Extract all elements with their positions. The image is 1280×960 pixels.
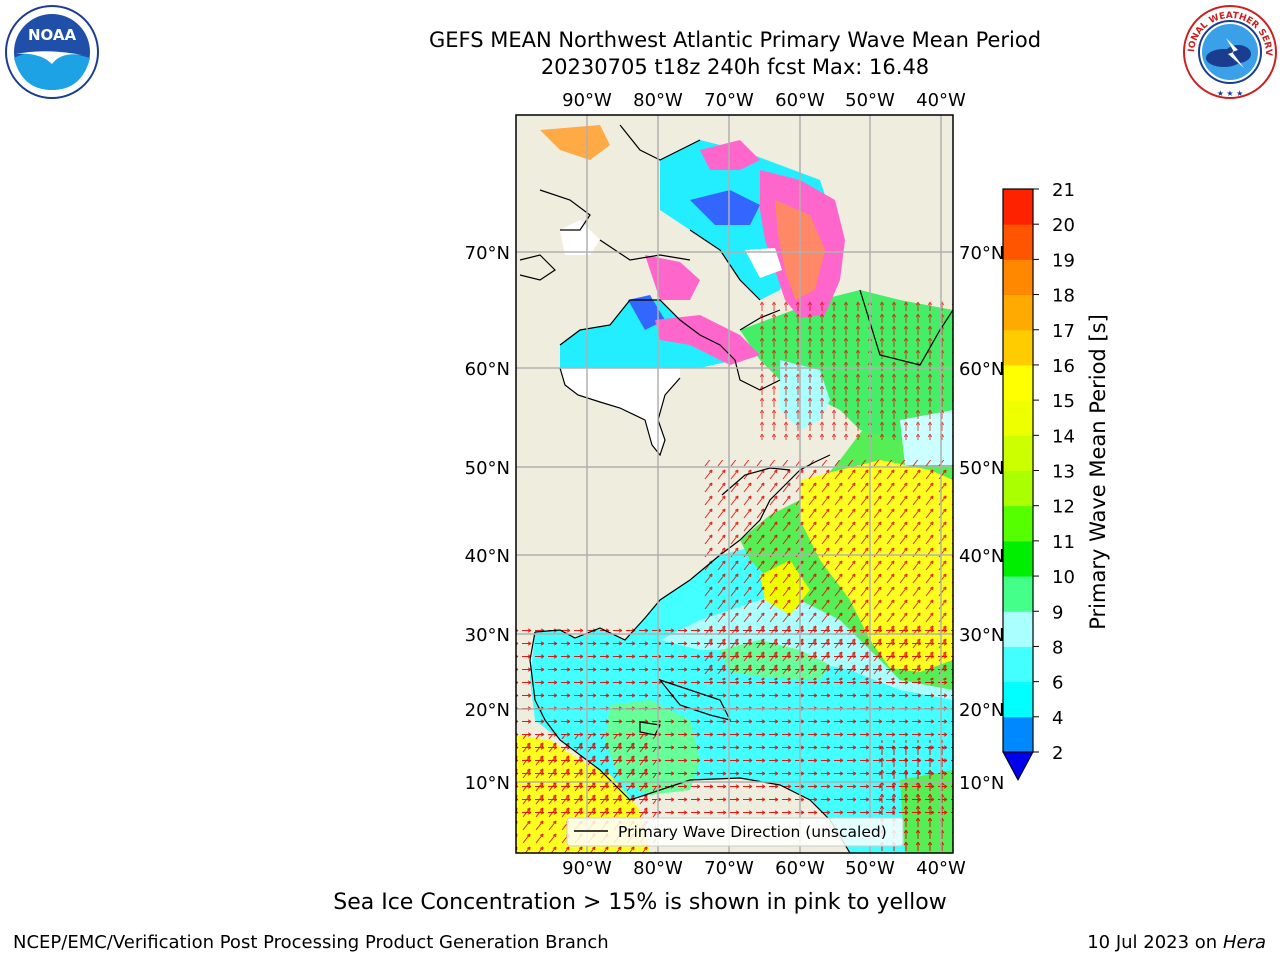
lat-label-right: 60°N [959,359,1004,380]
wave-direction-arrows-midlat [700,460,953,680]
lon-label-bottom: 40°W [916,858,966,879]
masked-island-2 [745,248,782,278]
machine-name: Hera [1222,932,1266,953]
lat-label-right: 40°N [959,546,1004,567]
map-legend: Primary Wave Direction (unscaled) [566,817,904,847]
lat-label-left: 70°N [465,243,510,264]
colorbar-segment [1003,435,1033,471]
sea-ice-baffin [700,140,760,170]
lon-label-bottom: 60°W [775,858,825,879]
colorbar-tick-label: 19 [1052,250,1075,271]
colorbar-segment [1003,294,1033,331]
colorbar-tick-label: 21 [1052,180,1075,201]
lat-label-left: 30°N [465,625,510,646]
colorbar-segment [1003,576,1033,612]
colorbar-segment [1003,505,1033,542]
colorbar-tick-label: 10 [1052,567,1075,588]
colorbar-segment [1003,646,1033,683]
colorbar-tick-label: 15 [1052,391,1075,412]
lon-label-bottom: 50°W [845,858,895,879]
sea-ice-note: Sea Ice Concentration > 15% is shown in … [333,890,947,915]
colorbar-tick-label: 14 [1052,426,1075,447]
colorbar-segment [1003,681,1033,718]
lat-label-right: 70°N [959,243,1004,264]
sea-ice-hudson-strait [655,315,760,365]
lat-label-left: 10°N [465,773,510,794]
colorbar-segment [1003,470,1033,507]
colorbar-tick-label: 9 [1052,602,1063,623]
colorbar-segment [1003,364,1033,401]
colorbar: 2 4 6 8 9 10 11 12 13 14 15 16 17 18 19 20 21 [1002,180,1075,782]
masked-island-1 [560,220,600,255]
lat-label-right: 20°N [959,700,1004,721]
colorbar-tick-label: 12 [1052,497,1075,518]
producer-credit: NCEP/EMC/Verification Post Processing Pr… [13,932,609,953]
colorbar-tick-label: 2 [1052,743,1063,764]
sea-ice-archipelago [540,125,610,160]
colorbar-segment [1003,540,1033,577]
lon-label-top: 50°W [845,90,895,111]
map-title: GEFS MEAN Northwest Atlantic Primary Wav… [428,28,1042,52]
lat-label-left: 20°N [465,700,510,721]
run-date: 10 Jul 2023 on Hera [1087,932,1266,953]
lat-label-right: 10°N [959,773,1004,794]
lat-label-right: 50°N [959,458,1004,479]
colorbar-tick-label: 4 [1052,708,1063,729]
colorbar-tick-label: 16 [1052,356,1075,377]
lon-label-top: 90°W [562,90,612,111]
lat-label-right: 30°N [959,625,1004,646]
colorbar-segment [1003,329,1033,366]
legend-label: Primary Wave Direction (unscaled) [618,823,887,841]
run-date-text: 10 Jul 2023 on [1087,932,1223,953]
lon-label-bottom: 90°W [562,858,612,879]
colorbar-tick-label: 6 [1052,673,1063,694]
colorbar-segment [1003,259,1033,296]
colorbar-segment [1003,224,1033,260]
colorbar-tick-label: 13 [1052,462,1075,483]
lat-label-left: 40°N [465,546,510,567]
wave-field-baffin-blue [690,190,760,225]
colorbar-tick-label: 17 [1052,321,1075,342]
lon-label-top: 60°W [775,90,825,111]
colorbar-tick-label: 11 [1052,532,1075,553]
svg-text:★ ★ ★: ★ ★ ★ [1217,89,1244,98]
nws-logo: NATIONAL WEATHER SERVICE ★ ★ ★ [1180,4,1277,99]
lon-label-top: 40°W [916,90,966,111]
lon-label-bottom: 80°W [633,858,683,879]
lon-label-bottom: 70°W [704,858,754,879]
noaa-logo: NOAA [5,5,99,99]
colorbar-tick-label: 8 [1052,637,1063,658]
wave-direction-arrows-labrador [760,300,953,440]
colorbar-segment [1003,400,1033,436]
wave-field-hudson-bay [560,300,735,368]
colorbar-tick-label: 18 [1052,286,1075,307]
coastlines [519,124,953,853]
lon-label-top: 70°W [704,90,754,111]
colorbar-segment [1003,611,1033,647]
map-frame [515,114,954,854]
colorbar-tick-label: 20 [1052,215,1075,236]
lat-label-left: 50°N [465,458,510,479]
colorbar-label: Primary Wave Mean Period [s] [1086,314,1110,630]
map-subtitle: 20230705 t18z 240h fcst Max: 16.48 [540,55,930,79]
lon-label-top: 80°W [633,90,683,111]
lat-label-left: 60°N [465,359,510,380]
colorbar-segment [1003,189,1033,225]
masked-interior [560,368,680,455]
gridlines [516,115,953,853]
noaa-logo-text: NOAA [28,26,77,44]
colorbar-under-extension [1002,751,1034,782]
colorbar-segment [1003,716,1033,753]
